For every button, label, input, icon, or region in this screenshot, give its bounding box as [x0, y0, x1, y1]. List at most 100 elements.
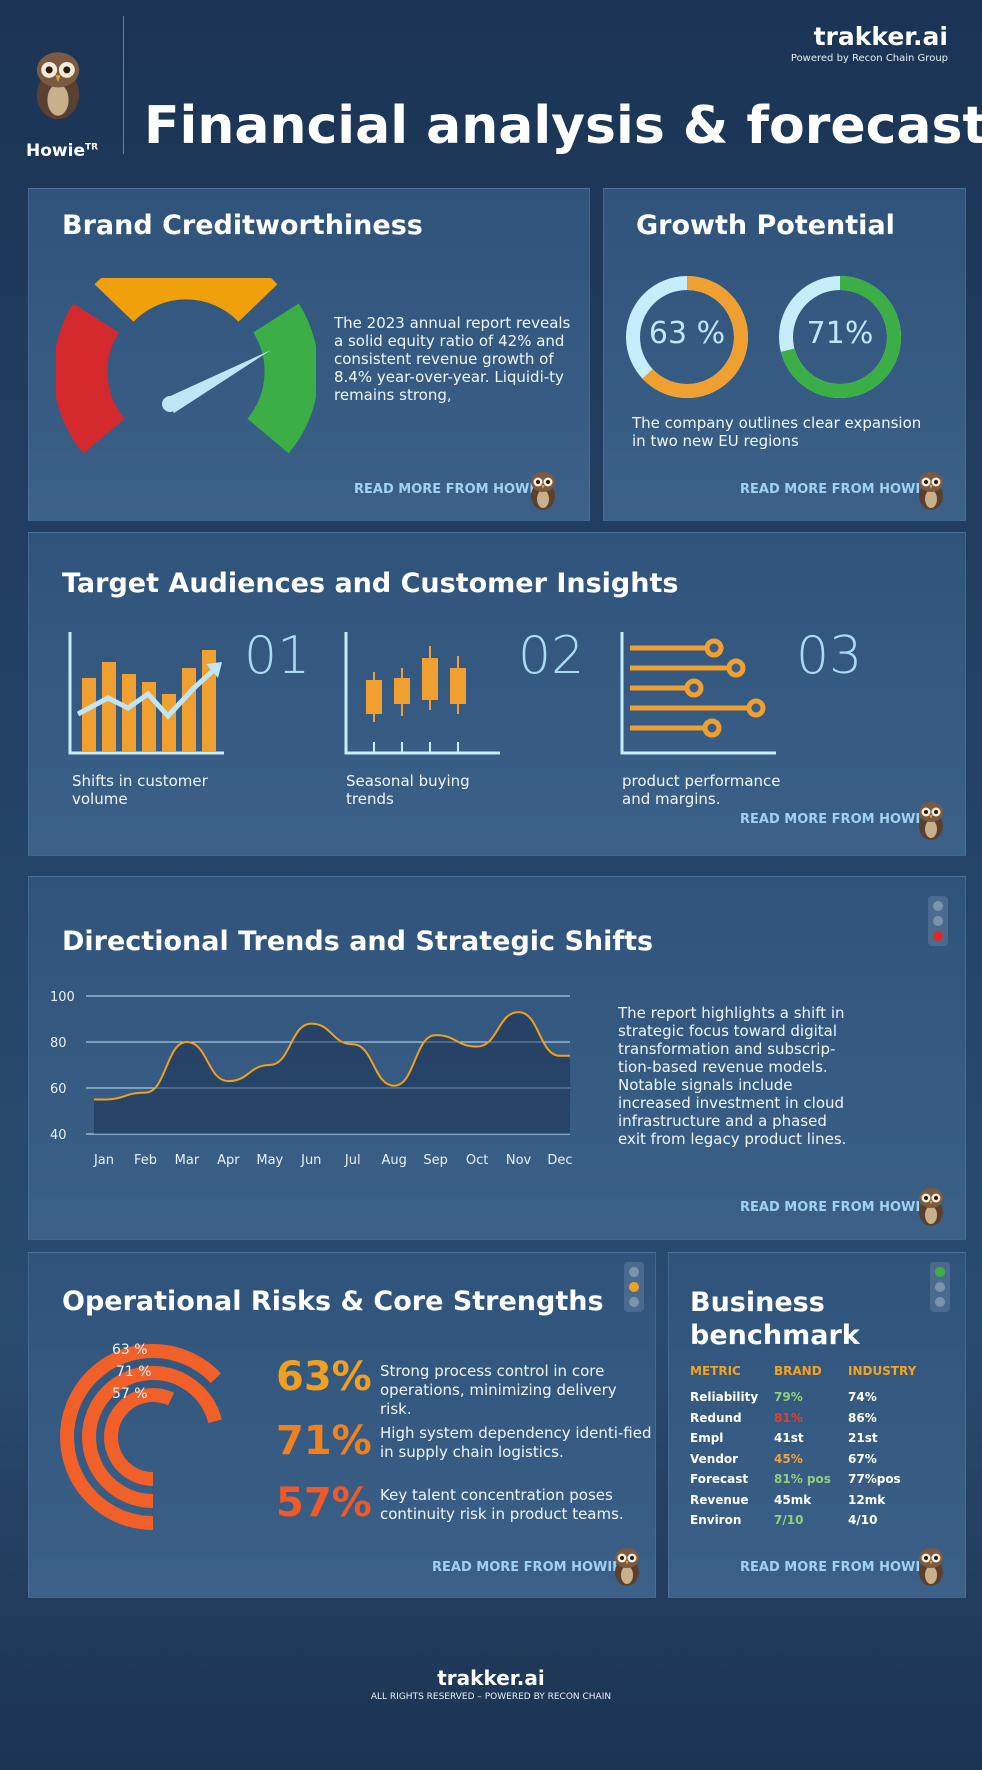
benchmark-brand-value: 45% — [774, 1451, 803, 1466]
benchmark-panel — [668, 1252, 966, 1598]
x-tick-label: Mar — [175, 1153, 200, 1168]
benchmark-metric: Vendor — [690, 1451, 739, 1466]
risk-text-2: High system dependency identi-fied in su… — [380, 1424, 652, 1461]
growth-text: The company outlines clear expansion in … — [632, 414, 922, 450]
owl-icon — [610, 1546, 644, 1586]
trends-text: The report highlights a shift in strateg… — [618, 1004, 847, 1148]
trend-line — [94, 1011, 570, 1101]
owl-icon — [914, 470, 948, 510]
audience-label-2: Seasonal buying trends — [346, 772, 470, 808]
audience-number-2: 02 — [518, 626, 585, 686]
gauge-segment-amber — [94, 278, 278, 323]
footer-rights: ALL RIGHTS RESERVED – POWERED BY RECON C… — [370, 1692, 612, 1702]
header-mascot — [28, 48, 88, 120]
benchmark-industry-value: 12mk — [848, 1492, 886, 1507]
header-divider — [123, 16, 124, 154]
growth-title: Growth Potential — [636, 210, 895, 241]
benchmark-read-more[interactable]: READ MORE FROM HOWIE — [740, 1560, 930, 1575]
brand-logo[interactable]: trakker.ai — [813, 22, 948, 51]
risk-ring-label-1: 63 % — [112, 1342, 148, 1358]
risk-pct-1: 63% — [276, 1354, 372, 1400]
risk-ring-label-3: 57 % — [112, 1386, 148, 1402]
benchmark-title: Business benchmark — [690, 1287, 860, 1351]
creditworthiness-read-more[interactable]: READ MORE FROM HOWIE — [354, 482, 544, 497]
growth-read-more[interactable]: READ MORE FROM HOWIE — [740, 482, 930, 497]
trends-read-more[interactable]: READ MORE FROM HOWIE — [740, 1200, 930, 1215]
brand-subtitle: Powered by Recon Chain Group — [790, 53, 948, 64]
risk-pct-2: 71% — [276, 1418, 372, 1464]
trends-panel — [28, 876, 966, 1240]
risk-text-1: Strong process control in core operation… — [380, 1362, 617, 1418]
risks-panel — [28, 1252, 656, 1598]
audience-bar-chart-icon — [68, 632, 224, 755]
x-tick-label: Dec — [547, 1153, 572, 1168]
creditworthiness-text: The 2023 annual report reveals a solid e… — [334, 314, 571, 404]
benchmark-industry-value: 86% — [848, 1410, 877, 1425]
benchmark-brand-value: 45mk — [774, 1492, 812, 1507]
risks-title: Operational Risks & Core Strengths — [62, 1286, 604, 1317]
gauge-segment-red — [56, 303, 126, 454]
audience-number-1: 01 — [244, 626, 311, 686]
benchmark-brand-value: 81% — [774, 1410, 803, 1425]
benchmark-brand-value: 79% — [774, 1390, 803, 1404]
risk-text-3: Key talent concentration poses continuit… — [380, 1486, 624, 1523]
benchmark-industry-value: 74% — [848, 1390, 877, 1404]
audience-lollipop-icon — [620, 632, 776, 755]
x-tick-label: Jul — [344, 1153, 361, 1168]
audience-label-3: product performance and margins. — [622, 772, 781, 808]
credit-gauge — [56, 278, 316, 454]
x-tick-label: Oct — [466, 1153, 488, 1168]
benchmark-industry-value: 21st — [848, 1431, 878, 1445]
growth-ring-1 — [626, 276, 748, 398]
benchmark-brand-value: 81% pos — [774, 1472, 831, 1486]
benchmark-header-metric: METRIC — [690, 1364, 741, 1378]
x-tick-label: Apr — [217, 1153, 240, 1168]
x-tick-label: Sep — [423, 1153, 448, 1168]
owl-icon — [526, 470, 560, 510]
trends-title: Directional Trends and Strategic Shifts — [62, 926, 654, 957]
traffic-light-icon — [624, 1262, 644, 1312]
creditworthiness-title: Brand Creditworthiness — [62, 210, 423, 241]
mascot-name: HowieTR — [26, 141, 99, 161]
growth-ring-1-label: 63 % — [648, 316, 726, 351]
benchmark-header-industry: INDUSTRY — [848, 1364, 917, 1378]
audience-number-3: 03 — [796, 626, 863, 686]
benchmark-brand-value: 41st — [774, 1431, 804, 1445]
audiences-title: Target Audiences and Customer Insights — [62, 568, 679, 599]
x-tick-label: Jun — [300, 1153, 321, 1168]
trend-line-chart: 100 80 60 40 Jan Feb Mar Apr May Jun Jul Aug Sep Oct N… — [50, 990, 573, 1168]
risk-concentric-rings — [60, 1344, 246, 1530]
y-tick-label: 100 — [50, 990, 75, 1005]
benchmark-industry-value: 67% — [848, 1451, 877, 1466]
x-tick-label: Aug — [381, 1153, 406, 1168]
benchmark-brand-value: 7/10 — [774, 1513, 804, 1527]
audience-candlestick-icon — [344, 632, 500, 755]
y-tick-label: 60 — [50, 1082, 67, 1097]
x-tick-label: May — [256, 1153, 283, 1168]
risk-ring-label-2: 71 % — [116, 1364, 152, 1380]
y-tick-label: 80 — [50, 1036, 67, 1051]
risks-read-more[interactable]: READ MORE FROM HOWIE — [432, 1560, 622, 1575]
trend-area — [94, 1012, 570, 1134]
audiences-read-more[interactable]: READ MORE FROM HOWIE — [740, 812, 930, 827]
benchmark-metric: Reliability — [690, 1390, 759, 1404]
owl-icon — [914, 1186, 948, 1226]
growth-ring-2 — [779, 276, 901, 398]
traffic-light-icon — [930, 1262, 950, 1312]
benchmark-header-brand: BRAND — [774, 1364, 822, 1378]
benchmark-metric: Empl — [690, 1431, 724, 1445]
page-title: Financial analysis & forecast — [144, 96, 982, 156]
y-tick-label: 40 — [50, 1128, 67, 1143]
risk-pct-3: 57% — [276, 1480, 372, 1526]
benchmark-metric: Redund — [690, 1410, 742, 1425]
owl-icon — [914, 800, 948, 840]
benchmark-industry-value: 77%pos — [848, 1472, 901, 1486]
benchmark-metric: Forecast — [690, 1472, 749, 1486]
x-tick-label: Jan — [93, 1153, 114, 1168]
benchmark-metric: Environ — [690, 1513, 742, 1527]
benchmark-industry-value: 4/10 — [848, 1513, 878, 1527]
x-tick-label: Feb — [134, 1153, 157, 1168]
benchmark-metric: Revenue — [690, 1492, 749, 1507]
footer-brand[interactable]: trakker.ai — [437, 1666, 545, 1690]
audience-label-1: Shifts in customer volume — [72, 772, 208, 808]
